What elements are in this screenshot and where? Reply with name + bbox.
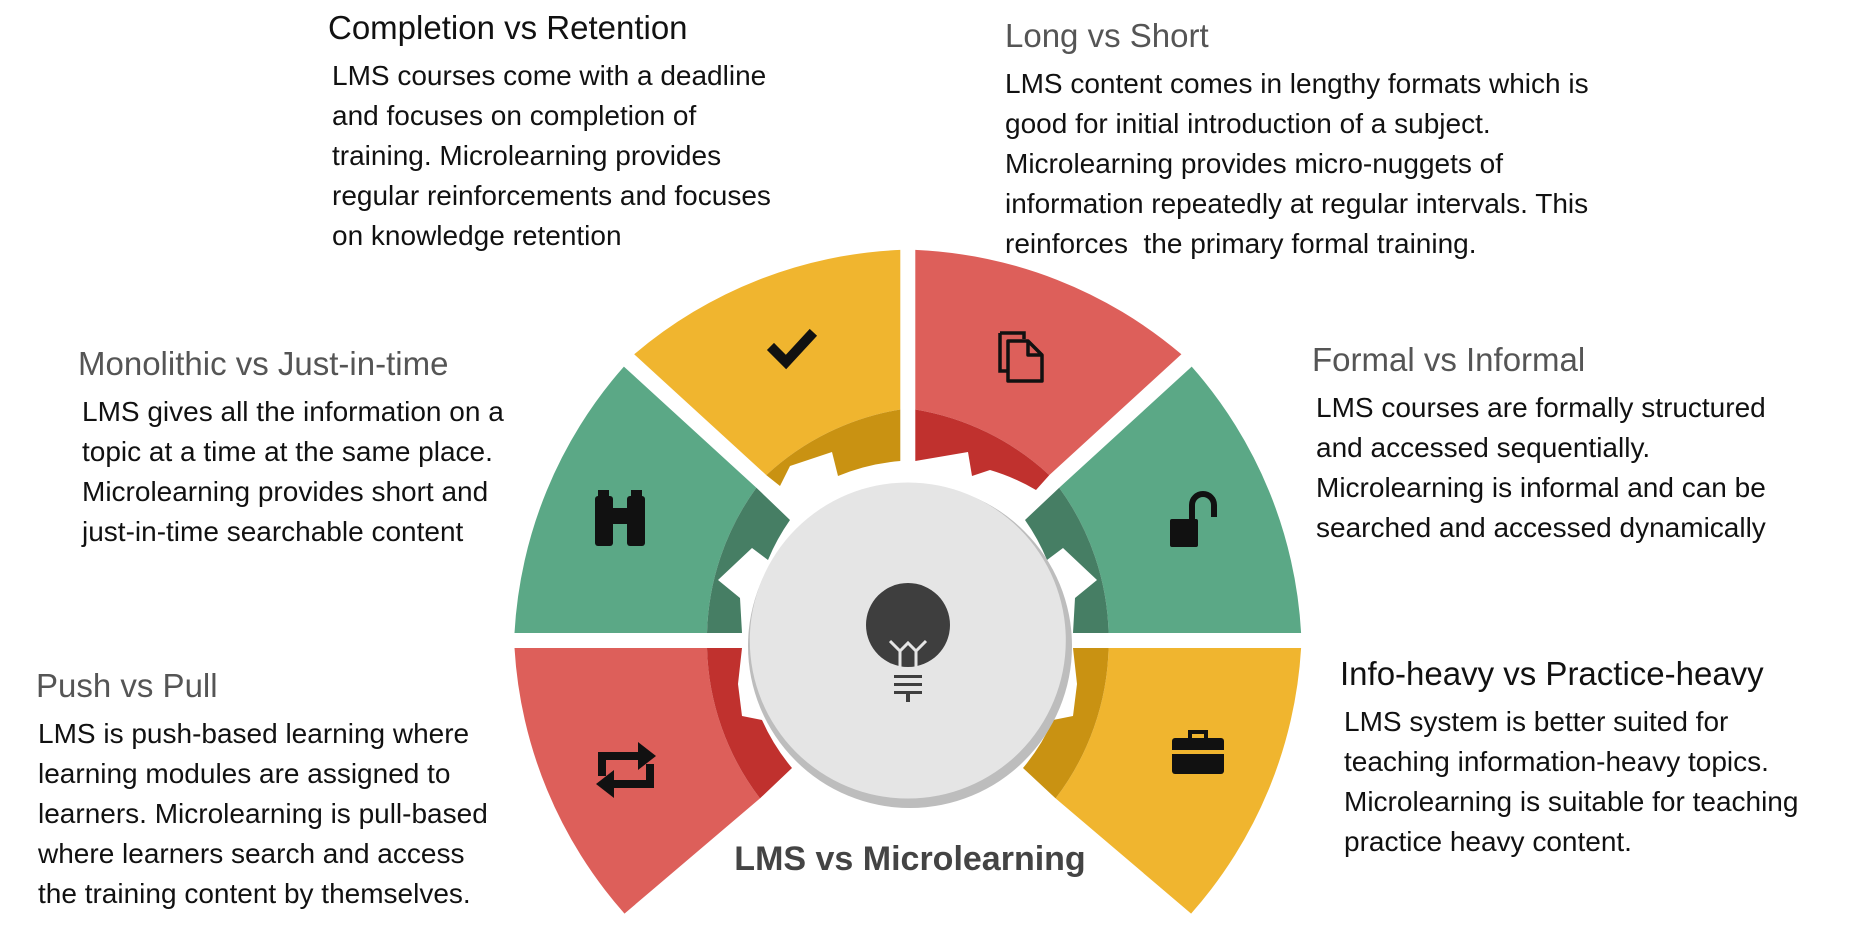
segment-completion xyxy=(634,249,901,476)
segment-info-heavy xyxy=(1055,648,1302,914)
segment-formal xyxy=(1059,366,1302,633)
line: LMS courses are formally structured xyxy=(1316,392,1766,423)
line: learning modules are assigned to xyxy=(38,758,451,789)
band-push-vs-pull xyxy=(707,648,792,799)
line: practice heavy content. xyxy=(1344,826,1632,857)
line: LMS gives all the information on a xyxy=(82,396,504,427)
line: on knowledge retention xyxy=(332,220,622,251)
binoculars-icon xyxy=(595,490,645,546)
segment-long-vs-short xyxy=(915,249,1182,476)
line: Microlearning is suitable for teaching xyxy=(1344,786,1799,817)
band-monolithic xyxy=(707,487,790,633)
line: searched and accessed dynamically xyxy=(1316,512,1766,543)
line: LMS is push-based learning where xyxy=(38,718,470,749)
description-long-vs-short: LMS content comes in lengthy formats whi… xyxy=(1005,64,1705,264)
line: learners. Microlearning is pull-based xyxy=(38,798,488,829)
line: training. Microlearning provides xyxy=(332,140,722,171)
briefcase-icon xyxy=(1172,730,1224,774)
unlock-icon xyxy=(1170,491,1217,547)
line: topic at a time at the same place. xyxy=(82,436,493,467)
line: Microlearning provides micro-nuggets of xyxy=(1005,148,1503,179)
documents-icon xyxy=(998,331,1044,383)
line: the training content by themselves. xyxy=(38,878,471,909)
line: Microlearning provides short and xyxy=(82,476,489,507)
description-push-vs-pull: LMS is push-based learning where learnin… xyxy=(38,714,536,914)
description-completion: LMS courses come with a deadline and foc… xyxy=(332,56,848,256)
heading-push-vs-pull: Push vs Pull xyxy=(36,667,218,704)
line: LMS courses come with a deadline xyxy=(332,60,767,91)
text-block-push-vs-pull: Push vs Pull LMS is push-based learning … xyxy=(36,666,536,914)
text-block-formal: Formal vs Informal LMS courses are forma… xyxy=(1312,340,1852,548)
line: regular reinforcements and focuses xyxy=(332,180,771,211)
line: where learners search and access xyxy=(38,838,465,869)
line: information repeatedly at regular interv… xyxy=(1005,188,1589,219)
lightbulb-icon xyxy=(866,583,950,702)
line: LMS content comes in lengthy formats whi… xyxy=(1005,68,1589,99)
band-info-heavy xyxy=(1023,648,1109,799)
heading-long-vs-short: Long vs Short xyxy=(1005,17,1209,54)
line: and accessed sequentially. xyxy=(1316,432,1651,463)
text-block-completion: Completion vs Retention LMS courses come… xyxy=(328,8,848,256)
repeat-icon xyxy=(596,742,656,798)
line: teaching information-heavy topics. xyxy=(1344,746,1769,777)
line: Microlearning is informal and can be xyxy=(1316,472,1766,503)
band-formal xyxy=(1025,487,1109,633)
band-completion xyxy=(766,409,901,486)
description-formal: LMS courses are formally structured and … xyxy=(1316,388,1852,548)
text-block-long-vs-short: Long vs Short LMS content comes in lengt… xyxy=(1005,16,1705,264)
checkmark-icon xyxy=(766,328,818,370)
line: LMS system is better suited for xyxy=(1344,706,1729,737)
line: and focuses on completion of xyxy=(332,100,697,131)
text-block-info-heavy: Info-heavy vs Practice-heavy LMS system … xyxy=(1340,654,1850,862)
heading-completion: Completion vs Retention xyxy=(328,9,688,46)
heading-monolithic: Monolithic vs Just-in-time xyxy=(78,345,449,382)
line: good for initial introduction of a subje… xyxy=(1005,108,1491,139)
description-monolithic: LMS gives all the information on a topic… xyxy=(82,392,548,552)
description-info-heavy: LMS system is better suited for teaching… xyxy=(1344,702,1850,862)
diagram-title: LMS vs Microlearning xyxy=(734,840,1086,878)
band-long-vs-short xyxy=(915,409,1050,490)
heading-formal: Formal vs Informal xyxy=(1312,341,1586,378)
text-block-monolithic: Monolithic vs Just-in-time LMS gives all… xyxy=(78,344,548,552)
heading-info-heavy: Info-heavy vs Practice-heavy xyxy=(1340,655,1764,692)
line: just-in-time searchable content xyxy=(82,516,464,547)
line: reinforces the primary formal training. xyxy=(1005,228,1477,259)
